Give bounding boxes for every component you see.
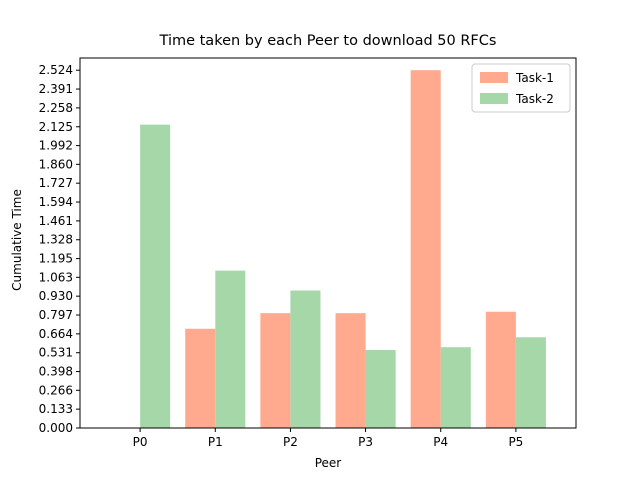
legend-label-task-2: Task-2: [515, 92, 554, 106]
y-tick-label: 0.266: [39, 383, 73, 397]
y-tick-label: 1.594: [39, 195, 73, 209]
y-tick-label: 1.860: [39, 157, 73, 171]
y-tick-label: 1.727: [39, 176, 73, 190]
plot-frame: [79, 57, 577, 429]
legend-swatch-task-2: [480, 93, 508, 104]
bar-task-2-p0: [140, 124, 171, 428]
y-tick-label: 2.391: [39, 82, 73, 96]
bar-task-1-p4: [410, 70, 441, 428]
y-tick-label: 1.461: [39, 214, 73, 228]
y-axis-label: Cumulative Time: [10, 189, 24, 291]
bar-task-2-p5: [515, 337, 546, 428]
y-tick-label: 0.797: [39, 308, 73, 322]
bar-task-2-p4: [440, 347, 471, 428]
y-tick-label: 2.125: [39, 120, 73, 134]
bar-task-1-p3: [335, 313, 366, 428]
x-tick-label: P3: [358, 435, 373, 449]
y-tick-label: 1.063: [39, 270, 73, 284]
y-tick-label: 2.524: [39, 63, 73, 77]
y-tick-label: 1.992: [39, 139, 73, 153]
bar-task-2-p3: [365, 350, 396, 428]
y-tick-label: 0.664: [39, 327, 73, 341]
legend: Task-1 Task-2: [471, 63, 571, 113]
y-tick-label: 0.930: [39, 289, 73, 303]
x-tick-label: P4: [433, 435, 448, 449]
bar-task-1-p1: [185, 328, 216, 428]
y-tick-label: 2.258: [39, 101, 73, 115]
bar-task-1-p2: [260, 313, 291, 428]
x-tick-label: P2: [283, 435, 298, 449]
bar-task-1-p5: [485, 311, 516, 428]
y-tick-label: 1.195: [39, 252, 73, 266]
legend-swatch-task-1: [480, 72, 508, 83]
chart-title: Time taken by each Peer to download 50 R…: [159, 33, 497, 49]
x-axis-label: Peer: [315, 456, 342, 470]
x-tick-label: P5: [508, 435, 523, 449]
y-tick-label: 0.133: [39, 402, 73, 416]
x-tick-label: P0: [133, 435, 148, 449]
x-tick-label: P1: [208, 435, 223, 449]
legend-label-task-1: Task-1: [515, 71, 554, 85]
bar-task-2-p1: [215, 270, 246, 428]
plot-area: 0.000 0.133 0.266 0.398 0.531 0.664 0.797 0.930…: [39, 57, 577, 449]
bar-task-2-p2: [290, 290, 321, 428]
y-tick-label: 0.398: [39, 365, 73, 379]
y-tick-label: 0.000: [39, 421, 73, 435]
y-tick-label: 1.328: [39, 233, 73, 247]
y-tick-label: 0.531: [39, 346, 73, 360]
